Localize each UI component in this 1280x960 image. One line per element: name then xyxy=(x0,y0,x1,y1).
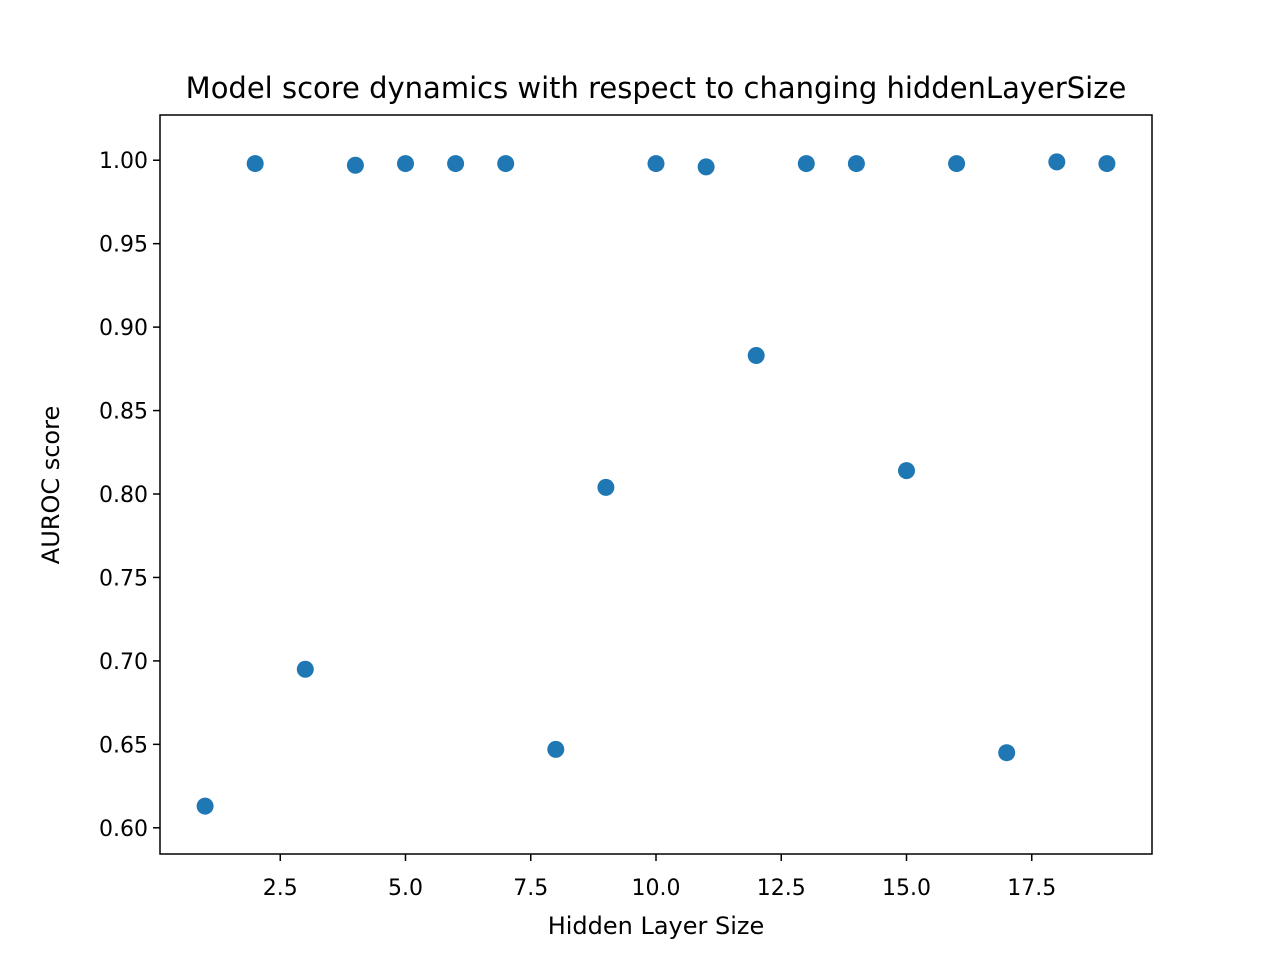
x-tick-label: 10.0 xyxy=(632,876,681,901)
y-tick-label: 0.70 xyxy=(99,650,148,675)
y-tick-label: 0.85 xyxy=(99,400,148,425)
x-axis: 2.5 5.0 7.5 10.0 12.5 15.0 17.5 xyxy=(263,854,1056,901)
y-tick-label: 0.80 xyxy=(99,483,148,508)
y-tick-label: 0.65 xyxy=(99,733,148,758)
data-point xyxy=(196,797,214,815)
chart-title: Model score dynamics with respect to cha… xyxy=(186,71,1127,105)
x-axis-label: Hidden Layer Size xyxy=(548,912,765,940)
data-point xyxy=(647,155,665,173)
data-point xyxy=(1098,155,1116,173)
data-point xyxy=(547,740,565,758)
y-tick-label: 1.00 xyxy=(99,149,148,174)
data-point xyxy=(296,660,314,678)
data-point xyxy=(346,156,364,174)
data-point xyxy=(998,744,1016,762)
x-tick-label: 7.5 xyxy=(513,876,548,901)
data-point xyxy=(246,155,264,173)
x-tick-label: 17.5 xyxy=(1007,876,1056,901)
data-point xyxy=(497,155,515,173)
plot-area xyxy=(160,115,1152,854)
data-point xyxy=(847,155,865,173)
y-tick-label: 0.75 xyxy=(99,566,148,591)
y-axis-label: AUROC score xyxy=(37,406,65,564)
y-axis: 0.60 0.65 0.70 0.75 0.80 0.85 0.90 0.95 1.00 xyxy=(99,149,160,842)
data-point xyxy=(948,155,966,173)
data-point xyxy=(447,155,465,173)
x-tick-label: 5.0 xyxy=(388,876,423,901)
x-tick-label: 15.0 xyxy=(882,876,931,901)
data-point xyxy=(1048,153,1066,171)
data-point xyxy=(697,158,715,176)
y-tick-label: 0.60 xyxy=(99,817,148,842)
y-tick-label: 0.95 xyxy=(99,233,148,258)
data-point xyxy=(597,478,615,496)
data-points xyxy=(196,153,1116,815)
data-point xyxy=(797,155,815,173)
data-point xyxy=(396,155,414,173)
plot-frame xyxy=(159,114,1153,855)
y-tick-label: 0.90 xyxy=(99,316,148,341)
data-point xyxy=(747,346,765,364)
x-tick-label: 12.5 xyxy=(757,876,806,901)
x-tick-label: 2.5 xyxy=(263,876,298,901)
data-point xyxy=(898,462,916,480)
